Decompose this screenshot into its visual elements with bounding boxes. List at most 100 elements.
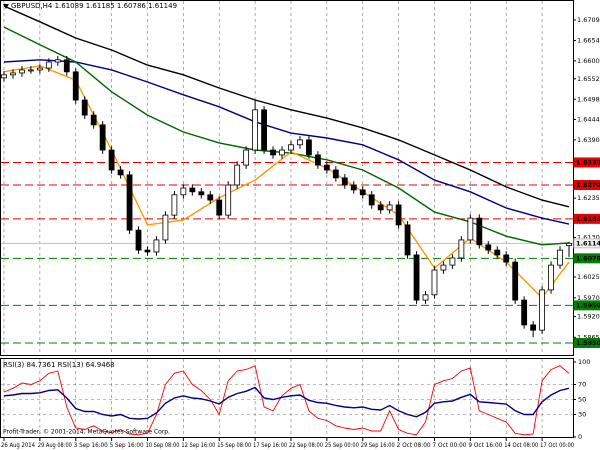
level-box xyxy=(573,180,600,191)
candle-body xyxy=(539,289,545,331)
moving-average xyxy=(3,59,570,225)
y-tick-label: 1.64445 xyxy=(577,115,600,123)
candle-body xyxy=(99,124,106,151)
x-tick-label: 15 Sep 08:00 xyxy=(217,441,251,449)
candle-body xyxy=(404,224,411,256)
candle-body xyxy=(153,239,160,253)
candle-body xyxy=(512,261,519,301)
candle-body xyxy=(566,242,572,246)
x-tick-label: 2 Oct 08:00 xyxy=(397,441,431,449)
y-tick-label: 1.59700 xyxy=(577,294,600,302)
menu-arrow[interactable] xyxy=(3,4,9,9)
candle-body xyxy=(377,204,384,211)
candle-body xyxy=(216,199,223,216)
candle-body xyxy=(10,72,16,76)
candle-body xyxy=(288,144,294,151)
chart-title: GBPUSD,H4 1.61089 1.61185 1.60786 1.6114… xyxy=(11,2,177,10)
candle-body xyxy=(19,69,25,74)
y-tick-label: 50 xyxy=(578,396,586,404)
level-label: 1.60750 xyxy=(576,254,600,262)
level-box xyxy=(573,238,600,249)
candle-body xyxy=(548,264,554,291)
y-tick-label: 1.59200 xyxy=(577,313,600,321)
candle-body xyxy=(234,164,241,186)
y-tick-label: 1.64980 xyxy=(577,95,600,103)
y-tick-label: 0 xyxy=(578,433,582,441)
candle-body xyxy=(72,71,79,101)
y-tick-label: 1.65525 xyxy=(577,75,600,83)
candle-body xyxy=(180,187,187,196)
candle-body xyxy=(54,59,61,63)
level-box xyxy=(573,213,600,224)
candle-body xyxy=(252,109,259,151)
candle-body xyxy=(323,164,330,171)
candle-body xyxy=(126,174,133,231)
x-tick-label: 29 Aug 08:00 xyxy=(38,441,72,449)
candle-body xyxy=(485,244,492,251)
candle-body xyxy=(368,194,375,206)
candle-body xyxy=(135,229,142,251)
candle-body xyxy=(350,184,357,191)
candle-body xyxy=(36,67,43,71)
candle-body xyxy=(332,169,339,179)
candle-body xyxy=(171,194,178,216)
candle-body xyxy=(261,109,267,151)
price-panel-frame xyxy=(0,0,574,356)
candle-body xyxy=(386,204,393,211)
candle-body xyxy=(63,59,70,73)
candle-body xyxy=(279,149,285,156)
candle-body xyxy=(144,249,151,253)
candle-body xyxy=(530,324,537,331)
y-tick-label: 1.67090 xyxy=(577,16,600,24)
candle-body xyxy=(476,217,483,246)
candle-body xyxy=(395,204,402,226)
x-tick-label: 29 Sep 16:00 xyxy=(361,441,395,449)
y-tick-label: 1.62350 xyxy=(577,194,600,202)
candle-body xyxy=(449,257,456,266)
y-tick-label: 30 xyxy=(578,411,586,419)
candle-body xyxy=(225,184,232,216)
candle-body xyxy=(413,254,420,301)
x-tick-label: 9 Oct 16:00 xyxy=(468,441,502,449)
candle-body xyxy=(189,187,196,193)
y-tick-label: 1.61305 xyxy=(577,233,600,241)
candle-body xyxy=(270,149,276,156)
y-tick-label: 1.66000 xyxy=(577,57,600,65)
x-tick-label: 7 Oct 00:00 xyxy=(432,441,466,449)
candle-body xyxy=(28,69,34,72)
level-box xyxy=(573,253,600,264)
level-label: 1.61800 xyxy=(576,215,600,223)
candle-body xyxy=(1,74,7,79)
candle-body xyxy=(521,299,528,326)
y-tick-label: 70 xyxy=(578,381,586,389)
copyright: Profit-Trader, © 2001-2014, MetaQuotes S… xyxy=(3,429,170,436)
candle-body xyxy=(162,214,169,241)
rsi-line xyxy=(3,386,570,420)
candle-body xyxy=(243,149,250,166)
x-tick-label: 25 Sep 00:00 xyxy=(325,441,359,449)
x-tick-label: 26 Aug 2014 xyxy=(1,441,35,449)
rsi-title: RSI(3) 84.7361 RSI(13) 64.9468 xyxy=(3,361,115,369)
candle-body xyxy=(297,139,303,146)
x-tick-label: 14 Oct 08:00 xyxy=(504,441,538,449)
x-tick-label: 10 Sep 08:00 xyxy=(145,441,179,449)
x-tick-label: 12 Sep 16:00 xyxy=(181,441,215,449)
candle-body xyxy=(45,61,52,69)
level-box xyxy=(573,157,600,168)
candle-body xyxy=(314,154,321,166)
rsi-panel-frame xyxy=(0,358,574,438)
level-label: 1.63300 xyxy=(576,158,600,166)
candle-body xyxy=(90,114,97,126)
candle-body xyxy=(458,239,465,259)
candle-body xyxy=(557,249,563,266)
level-box xyxy=(573,337,600,348)
level-label: 1.62700 xyxy=(576,181,600,189)
candle-body xyxy=(341,177,348,186)
candle-body xyxy=(494,249,501,256)
candle-body xyxy=(431,269,438,296)
x-tick-label: 3 Sep 16:00 xyxy=(74,441,108,449)
y-tick-label: 100 xyxy=(578,358,590,366)
x-tick-label: 5 Sep 16:00 xyxy=(110,441,144,449)
